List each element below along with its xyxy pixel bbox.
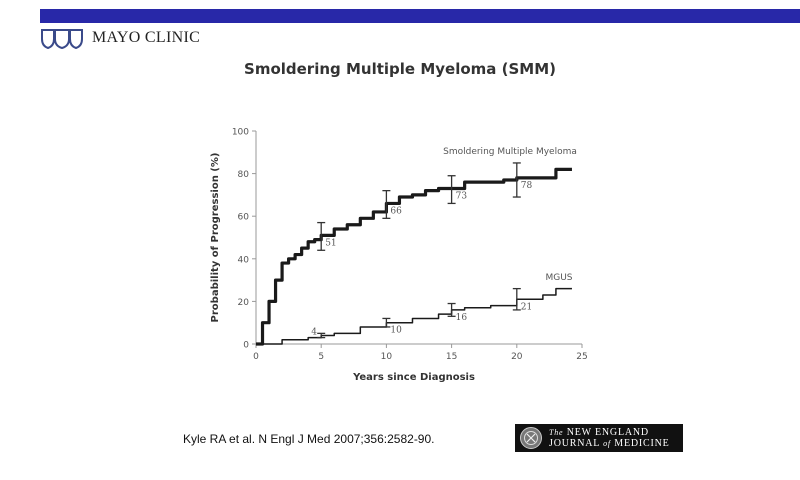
data-label: 78 [521,181,533,191]
x-tick-label: 5 [318,352,324,362]
data-label: 51 [325,238,336,248]
logo-text: MAYO CLINIC [92,29,201,46]
y-axis-label: Probability of Progression (%) [210,153,221,323]
nejm-text: The NEW ENGLAND JOURNAL of MEDICINE [549,427,670,449]
nejm-logo: The NEW ENGLAND JOURNAL of MEDICINE [515,424,683,452]
x-tick-label: 20 [511,352,523,362]
series-label-smm: Smoldering Multiple Myeloma [443,147,577,157]
x-tick-label: 25 [576,352,587,362]
slide-title: Smoldering Multiple Myeloma (SMM) [244,60,556,78]
header-bar [40,9,800,23]
x-tick-label: 15 [446,352,457,362]
y-tick-label: 100 [232,128,249,138]
data-label: 66 [390,206,402,216]
citation: Kyle RA et al. N Engl J Med 2007;356:258… [183,432,435,446]
y-tick-label: 0 [243,341,249,351]
nejm-seal-icon [520,427,542,449]
smm-curve [256,167,572,346]
y-tick-label: 60 [238,213,250,223]
data-label: 10 [390,326,402,336]
progression-chart: 0 20 40 60 80 100 0 5 10 15 20 25 Years since Diagno… [210,128,588,384]
y-tick-label: 80 [238,170,250,180]
x-axis-label: Years since Diagnosis [352,372,475,383]
data-label: 16 [456,313,468,323]
mayo-shields-icon [41,29,83,49]
series-label-mgus: MGUS [545,273,572,283]
x-tick-label: 10 [381,352,393,362]
mayo-clinic-logo: MAYO CLINIC [40,27,200,49]
data-label: 4 [311,327,317,337]
x-tick-label: 0 [253,352,259,362]
y-tick-label: 20 [238,298,250,308]
data-label: 73 [456,192,468,202]
y-tick-label: 40 [238,255,250,265]
mgus-curve [256,287,572,345]
data-label: 21 [521,302,532,312]
